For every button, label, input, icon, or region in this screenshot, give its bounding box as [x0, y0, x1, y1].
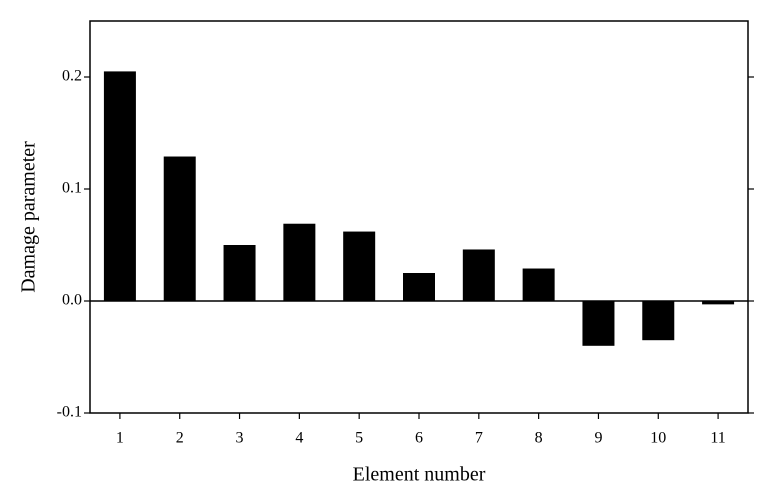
bar: [642, 301, 675, 341]
bar: [522, 268, 555, 301]
bar: [343, 231, 376, 301]
y-axis-title: Damage parameter: [18, 141, 40, 293]
x-tick-label: 11: [710, 430, 725, 447]
y-tick-label: 0.1: [62, 180, 82, 197]
bar: [283, 223, 316, 301]
y-tick-label: -0.1: [57, 404, 82, 421]
x-tick-label: 3: [236, 430, 244, 447]
x-tick-label: 5: [355, 430, 363, 447]
x-tick-label: 6: [415, 430, 423, 447]
plot-frame: [89, 20, 749, 414]
x-tick-label: 2: [176, 430, 184, 447]
x-axis-title: Element number: [353, 464, 486, 486]
bar: [103, 71, 136, 302]
x-tick-label: 9: [594, 430, 602, 447]
bar: [163, 156, 196, 301]
y-tick-label: 0.2: [62, 68, 82, 85]
y-tick-label: 0.0: [62, 292, 82, 309]
x-tick-label: 1: [116, 430, 124, 447]
bar: [702, 301, 735, 305]
bar: [462, 249, 495, 301]
x-tick-label: 10: [650, 430, 666, 447]
x-tick-label: 8: [535, 430, 543, 447]
x-tick-label: 4: [295, 430, 303, 447]
bar: [403, 273, 435, 301]
bar: [582, 301, 615, 346]
x-tick-label: 7: [475, 430, 483, 447]
bar: [223, 245, 256, 301]
